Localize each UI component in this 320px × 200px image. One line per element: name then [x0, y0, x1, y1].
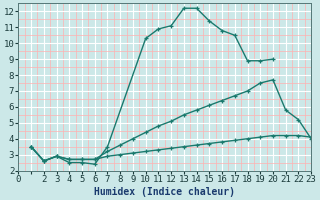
X-axis label: Humidex (Indice chaleur): Humidex (Indice chaleur) — [94, 186, 235, 197]
